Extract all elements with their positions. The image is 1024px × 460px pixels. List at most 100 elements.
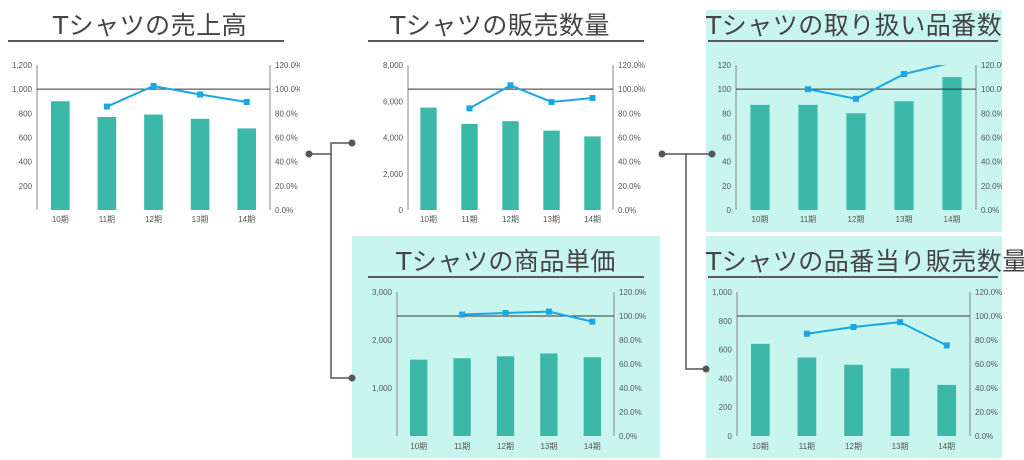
x-tick-label: 12期	[502, 215, 519, 224]
y2-tick-label: 120.0%	[275, 61, 300, 70]
ratio-marker	[197, 91, 204, 98]
bar	[461, 123, 478, 210]
y-tick-label: 200	[719, 403, 733, 412]
connector-dot	[658, 150, 666, 158]
title-underline	[8, 40, 284, 42]
x-tick-label: 11期	[99, 215, 115, 224]
y2-tick-label: 60.0%	[618, 134, 641, 143]
y2-tick-label: 40.0%	[275, 158, 298, 167]
y2-tick-label: 0.0%	[981, 206, 999, 215]
bar	[750, 104, 770, 210]
x-tick-label: 10期	[410, 442, 427, 451]
x-tick-label: 14期	[238, 215, 255, 224]
x-tick-label: 10期	[52, 215, 69, 224]
bar	[144, 114, 163, 210]
ratio-marker	[548, 98, 555, 105]
chart-plot-sales: 200 400 600 800 1,000 1,200 0.0% 20.0% 40.0% 60.0…	[12, 61, 300, 224]
bar	[496, 356, 515, 436]
bar	[583, 357, 601, 436]
bar	[942, 77, 962, 210]
y2-tick-label: 40.0%	[981, 158, 1002, 167]
connector-line	[309, 142, 352, 155]
bar	[540, 353, 558, 436]
x-tick-label: 11期	[800, 215, 816, 224]
x-tick-label: 10期	[752, 442, 769, 451]
chart-title: Tシャツの取り扱い品番数	[706, 11, 1003, 40]
x-tick-label: 11期	[454, 442, 470, 451]
y-tick-label: 400	[719, 374, 733, 383]
x-tick-label: 12期	[848, 215, 865, 224]
y-tick-label: 1,000	[372, 384, 393, 393]
y2-tick-label: 20.0%	[981, 182, 1002, 191]
ratio-marker	[853, 95, 859, 102]
y-tick-label: 600	[719, 346, 733, 355]
chart-title: Tシャツの売上高	[52, 11, 248, 40]
bar	[190, 118, 210, 210]
chart-title: Tシャツの品番当り販売数量	[706, 247, 1024, 276]
y2-tick-label: 0.0%	[975, 432, 993, 441]
ratio-marker	[943, 342, 950, 349]
bar	[846, 113, 866, 210]
ratio-marker	[901, 71, 907, 78]
y2-tick-label: 60.0%	[975, 360, 998, 369]
bar	[890, 368, 910, 436]
y-tick-label: 800	[19, 109, 33, 118]
y2-tick-label: 40.0%	[975, 384, 998, 393]
ratio-marker	[502, 310, 509, 316]
y-tick-label: 3,000	[372, 288, 393, 297]
y-tick-label: 120	[718, 61, 732, 70]
chart-panel-sales: Tシャツの売上高 200 400 600 800 1,000 1,200 0.0% 20.0%…	[0, 0, 300, 235]
bar	[237, 128, 257, 210]
chart-panel-quantity: Tシャツの販売数量 0 2,000 4,000 6,000 8,000 0.0% 20.0%…	[340, 0, 660, 235]
bar	[502, 121, 519, 210]
bar	[453, 358, 471, 436]
y2-tick-label: 80.0%	[618, 109, 641, 118]
title-underline	[368, 40, 644, 42]
y2-tick-label: 20.0%	[618, 182, 641, 191]
chart-plot-unit-price: 1,000 2,000 3,000 0.0% 20.0% 40.0% 60.0% 80.0% 1…	[372, 288, 646, 451]
y2-tick-label: 120.0%	[618, 61, 645, 70]
x-tick-label: 13期	[543, 215, 560, 224]
y-tick-label: 2,000	[383, 170, 404, 179]
y2-tick-label: 80.0%	[275, 109, 298, 118]
y2-tick-label: 80.0%	[619, 336, 642, 345]
y2-tick-label: 20.0%	[619, 408, 642, 417]
ratio-marker	[150, 83, 157, 90]
x-tick-label: 12期	[145, 215, 162, 224]
x-tick-label: 10期	[420, 215, 437, 224]
ratio-line	[807, 65, 947, 100]
bar	[97, 116, 117, 210]
y2-tick-label: 40.0%	[619, 384, 642, 393]
x-tick-label: 10期	[752, 215, 769, 224]
y-tick-label: 600	[19, 134, 33, 143]
y2-tick-label: 0.0%	[618, 206, 636, 215]
x-tick-label: 14期	[938, 442, 955, 451]
ratio-line	[469, 84, 593, 110]
y2-tick-label: 40.0%	[618, 158, 641, 167]
x-tick-label: 13期	[896, 215, 913, 224]
x-tick-label: 11期	[799, 442, 815, 451]
y-tick-label: 4,000	[383, 134, 404, 143]
connector-dot	[708, 150, 716, 158]
bar	[937, 384, 957, 436]
ratio-marker	[897, 319, 904, 326]
y-tick-label: 2,000	[372, 336, 393, 345]
bar	[798, 104, 818, 210]
x-tick-label: 14期	[584, 442, 601, 451]
chart-plot-sku-count: 0 20 40 60 80 100 120 0.0% 20.0% 40.0% 60.0% 80.0% 1…	[718, 61, 1002, 224]
connector-line	[662, 153, 706, 370]
chart-title: Tシャツの販売数量	[390, 11, 610, 40]
bar	[50, 101, 70, 210]
y-tick-label: 60	[722, 134, 731, 143]
connector-dot	[348, 374, 356, 382]
y2-tick-label: 120.0%	[619, 288, 646, 297]
ratio-line	[462, 310, 593, 323]
y-tick-label: 1,200	[12, 61, 33, 70]
bar	[797, 357, 817, 436]
connector-dot	[702, 365, 710, 373]
bar	[844, 364, 863, 436]
y2-tick-label: 120.0%	[975, 288, 1002, 297]
y2-tick-label: 100.0%	[275, 85, 300, 94]
title-underline	[368, 276, 644, 278]
y2-tick-label: 100.0%	[618, 85, 645, 94]
